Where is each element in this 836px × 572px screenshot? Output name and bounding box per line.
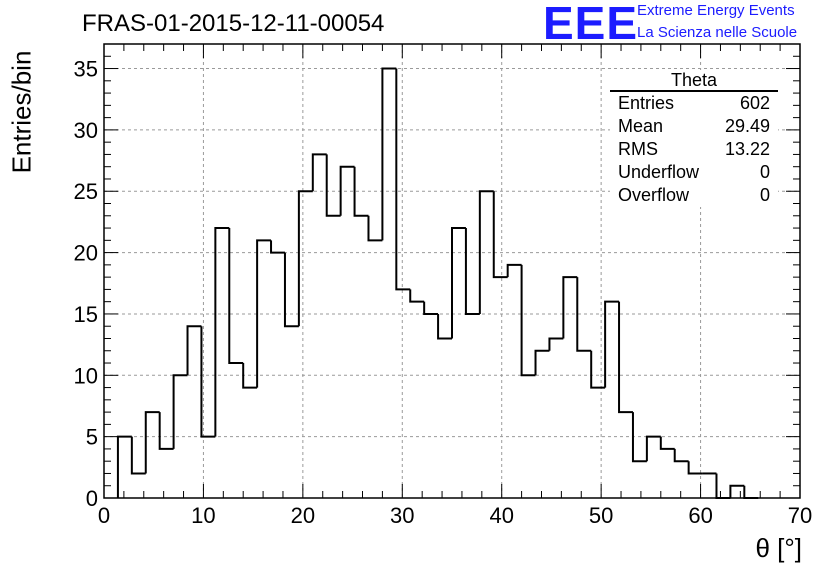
y-tick-label: 30	[74, 118, 98, 143]
histogram-bin	[451, 227, 466, 339]
stats-title: Theta	[610, 70, 778, 92]
stats-row-underflow: Underflow 0	[610, 161, 778, 184]
stats-row-overflow: Overflow 0	[610, 184, 778, 207]
stats-box: Theta Entries 602 Mean 29.49 RMS 13.22 U…	[610, 70, 778, 207]
histogram-bin	[297, 190, 313, 327]
histogram-bin	[200, 326, 216, 438]
histogram-bin	[116, 435, 132, 498]
stats-value: 602	[739, 93, 770, 113]
stats-label: Entries	[618, 93, 675, 113]
histogram-bin	[673, 448, 689, 463]
histogram-bin	[618, 301, 633, 414]
stats-label: Mean	[618, 116, 664, 136]
histogram-bin	[367, 215, 383, 242]
histogram-bin	[228, 228, 244, 365]
histogram-bin	[256, 239, 272, 388]
histogram-bin	[576, 277, 592, 352]
stats-label: RMS	[618, 139, 658, 159]
axis-ticks	[103, 43, 801, 499]
logo-tagline-2: La Scienza nelle Scuole	[637, 24, 798, 41]
histogram-bin	[548, 337, 564, 351]
x-tick-label: 10	[191, 503, 215, 528]
histogram-bin	[506, 263, 522, 278]
histogram-bin	[534, 349, 550, 376]
logo-tagline-1: Extreme Energy Events	[637, 2, 795, 19]
x-tick-label: 50	[589, 503, 613, 528]
y-tick-label: 10	[74, 363, 98, 388]
histogram-bin	[631, 412, 647, 463]
x-tick-label: 40	[489, 503, 513, 528]
eee-logo: EEE	[543, 0, 639, 49]
x-tick-label: 30	[390, 503, 414, 528]
y-tick-label: 35	[74, 57, 98, 82]
x-tick-label: 20	[291, 503, 315, 528]
histogram-bin	[715, 473, 731, 499]
histogram-bin	[464, 228, 480, 315]
stats-value: 0	[759, 162, 770, 182]
histogram-bin	[520, 264, 536, 377]
histogram-bin	[423, 301, 439, 315]
histogram-bin	[687, 461, 703, 475]
plot-frame	[103, 43, 801, 499]
histogram-bin	[311, 153, 327, 192]
histogram-bin	[353, 166, 369, 217]
stats-label: Underflow	[618, 162, 700, 182]
histogram-bin	[283, 252, 299, 328]
stats-row-entries: Entries 602	[610, 92, 778, 115]
histogram-bin	[339, 165, 355, 216]
stats-value: 29.49	[724, 116, 770, 136]
x-axis-label: θ [°]	[755, 533, 802, 563]
stats-row-rms: RMS 13.22	[610, 138, 778, 161]
histogram-bin	[270, 240, 285, 254]
x-tick-label: 0	[98, 503, 110, 528]
histogram-bin	[743, 485, 759, 499]
histogram-bin	[645, 435, 661, 462]
y-axis-label: Entries/bin	[6, 50, 37, 174]
histogram-bin	[478, 190, 494, 314]
histogram-bin	[492, 191, 508, 279]
histogram-bin	[729, 484, 745, 498]
tick-labels: 0 10 20 30 40 50 60 70 0 5 10 15 20 25 30 35	[74, 57, 813, 528]
y-tick-label: 25	[74, 179, 98, 204]
x-tick-label: 70	[788, 503, 812, 528]
histogram-bin	[172, 374, 188, 449]
stats-row-mean: Mean 29.49	[610, 115, 778, 138]
y-tick-label: 15	[74, 302, 98, 327]
stats-label: Overflow	[618, 185, 690, 205]
stats-value: 13.22	[724, 139, 770, 159]
x-tick-label: 60	[688, 503, 712, 528]
y-tick-label: 0	[86, 486, 98, 511]
histogram-bin	[325, 154, 341, 217]
histogram-bin	[437, 313, 452, 340]
histogram-bin	[130, 436, 146, 475]
histogram-bin	[562, 276, 578, 339]
histogram-bin	[659, 436, 675, 450]
histogram-bin	[395, 68, 411, 291]
plot-border	[103, 43, 801, 499]
histogram-bin	[214, 227, 230, 437]
y-tick-label: 20	[74, 241, 98, 266]
histogram-outline	[116, 67, 759, 499]
histogram-bin	[158, 412, 174, 450]
histogram-bin	[604, 300, 620, 388]
histogram-bin	[590, 350, 606, 389]
histogram-bin	[144, 411, 160, 474]
stats-value: 0	[759, 185, 770, 205]
run-title: FRAS-01-2015-12-11-00054	[82, 10, 385, 37]
histogram-bin	[381, 67, 397, 241]
histogram-bin	[186, 325, 202, 376]
y-tick-label: 5	[86, 425, 98, 450]
histogram-bin	[242, 363, 258, 389]
histogram-bin	[409, 289, 425, 303]
